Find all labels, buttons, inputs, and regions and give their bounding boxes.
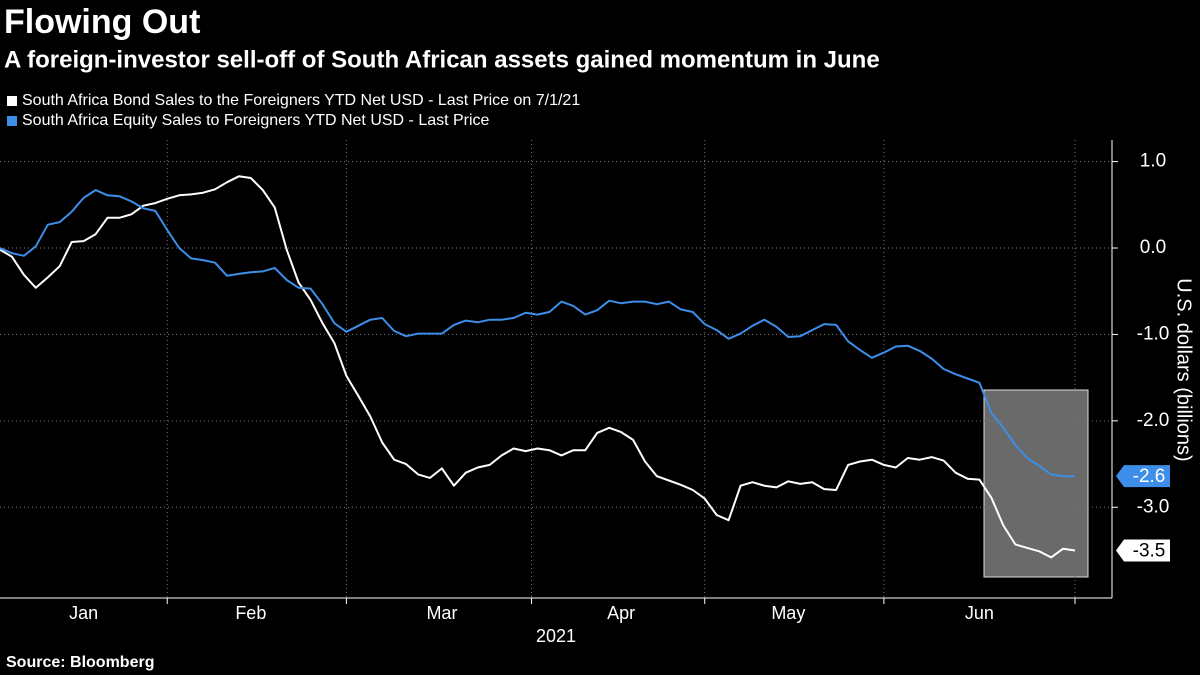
- y-tick-label: -1.0: [1137, 323, 1170, 344]
- y-tick-label: -2.0: [1137, 410, 1170, 431]
- series-line: [0, 175, 1076, 559]
- x-tick-label: Mar: [426, 603, 457, 623]
- y-axis-label: U.S. dollars (billions): [1173, 278, 1195, 461]
- series-line: [0, 189, 1075, 478]
- y-tick-label: 0.0: [1140, 237, 1166, 258]
- value-label-tag: [1116, 465, 1170, 488]
- value-label: -2.6: [1133, 466, 1166, 487]
- chart-title: Flowing Out: [4, 3, 200, 41]
- value-label: -3.5: [1133, 540, 1166, 561]
- legend-label: South Africa Bond Sales to the Foreigner…: [22, 92, 580, 109]
- source: Source: Bloomberg: [6, 654, 154, 671]
- x-axis-label: 2021: [536, 626, 576, 646]
- x-tick-label: Jun: [965, 603, 994, 623]
- x-tick-label: Feb: [235, 603, 266, 623]
- x-tick-label: Jan: [69, 603, 98, 623]
- highlight-box: [983, 389, 1089, 578]
- y-tick-label: -3.0: [1137, 496, 1170, 517]
- y-tick-label: 1.0: [1140, 151, 1166, 172]
- x-tick-label: May: [771, 603, 805, 623]
- value-label-tag: [1116, 539, 1170, 562]
- legend-swatch: [7, 96, 17, 106]
- chart-subtitle: A foreign-investor sell-off of South Afr…: [4, 46, 880, 73]
- x-tick-label: Apr: [607, 603, 635, 623]
- legend-label: South Africa Equity Sales to Foreigners …: [22, 112, 490, 129]
- legend-swatch: [7, 116, 17, 126]
